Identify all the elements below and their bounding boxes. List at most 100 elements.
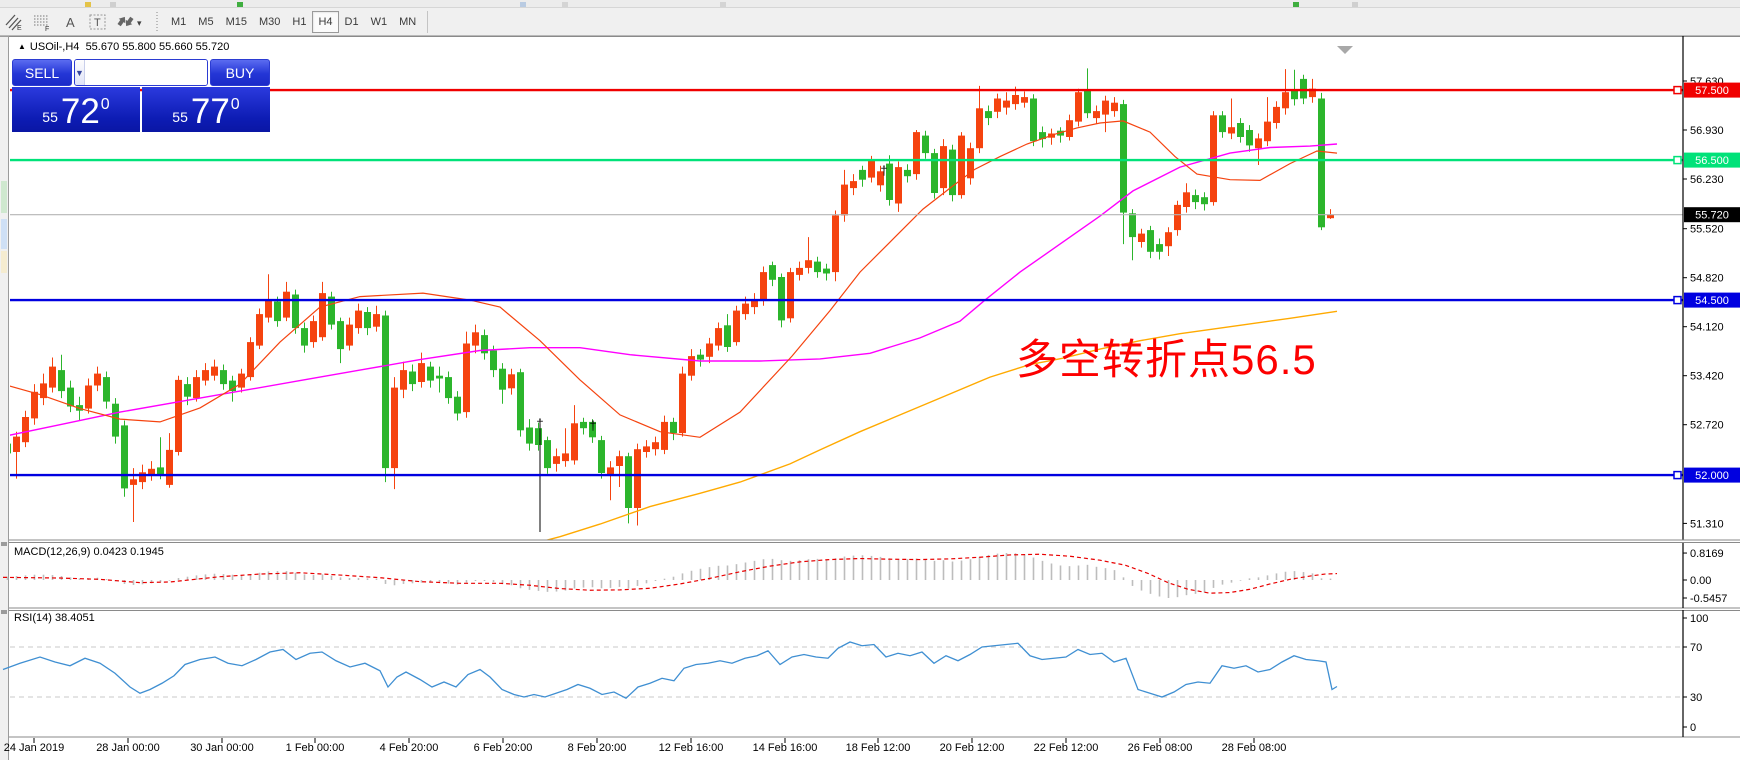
candle-body bbox=[850, 181, 857, 189]
panel-remnant bbox=[1, 610, 7, 614]
buy-price-display[interactable]: 55 77 0 bbox=[142, 87, 270, 132]
sell-button[interactable]: SELL bbox=[12, 59, 72, 86]
dagger-marker[interactable]: † bbox=[536, 416, 543, 431]
candle-body bbox=[697, 354, 704, 360]
buy-price-figure: 55 bbox=[172, 109, 188, 125]
chart-quote-header: ▲ USOil-,H4 55.670 55.800 55.660 55.720 bbox=[18, 41, 229, 53]
dagger-marker[interactable]: † bbox=[589, 418, 596, 433]
dagger-marker[interactable]: † bbox=[880, 163, 887, 178]
timeframe-mn-button[interactable]: MN bbox=[393, 11, 422, 33]
sell-price-display[interactable]: 55 72 0 bbox=[12, 87, 140, 132]
chart-text-annotation[interactable]: 多空转折点56.5 bbox=[1016, 336, 1317, 383]
candle-body bbox=[895, 167, 902, 204]
candle-body bbox=[706, 343, 713, 357]
macd-indicator-label: MACD(12,26,9) 0.0423 0.1945 bbox=[14, 546, 164, 558]
buy-button[interactable]: BUY bbox=[210, 59, 270, 86]
date-axis[interactable]: 24 Jan 2019 28 Jan 00:00 30 Jan 00:00 1 Feb… bbox=[4, 738, 1287, 754]
candle-body bbox=[760, 272, 767, 301]
date-tick-label: 14 Feb 16:00 bbox=[753, 742, 818, 754]
price-tag bbox=[1684, 467, 1740, 483]
timeframe-m5-button[interactable]: M5 bbox=[192, 11, 219, 33]
candle-body bbox=[787, 272, 794, 319]
candle-body bbox=[454, 396, 461, 414]
candle-body bbox=[94, 373, 101, 386]
text-tool-icon[interactable]: T bbox=[85, 11, 111, 33]
timeframe-h1-button[interactable]: H1 bbox=[286, 11, 312, 33]
line-handle[interactable] bbox=[1673, 470, 1682, 480]
macd-panel[interactable]: 0.8169 0.00 -0.5457 bbox=[2, 543, 1727, 608]
candle-body bbox=[1102, 100, 1109, 115]
text-label-tool-icon[interactable]: A bbox=[57, 11, 83, 33]
ohlc-values: 55.670 55.800 55.660 55.720 bbox=[85, 41, 230, 53]
chart-shift-marker-icon[interactable] bbox=[1337, 46, 1353, 54]
volume-decrease-button[interactable]: ▼ bbox=[75, 60, 85, 85]
macd-tick-label: 0.8169 bbox=[1690, 548, 1724, 560]
macd-signal-line bbox=[2, 553, 1338, 594]
candle-body bbox=[256, 314, 263, 346]
line-handle[interactable] bbox=[1673, 155, 1682, 165]
timeframe-w1-button[interactable]: W1 bbox=[365, 11, 394, 33]
candle-body bbox=[1003, 100, 1010, 108]
candle-body bbox=[22, 417, 29, 443]
timeframe-m1-button[interactable]: M1 bbox=[165, 11, 192, 33]
volume-stepper: ▼ ▲ bbox=[74, 59, 208, 86]
candle-body bbox=[139, 472, 146, 483]
candle-body bbox=[391, 387, 398, 469]
timeframe-h4-button[interactable]: H4 bbox=[312, 10, 339, 33]
candle-body bbox=[436, 375, 443, 379]
candle-body bbox=[13, 436, 20, 452]
timeframe-m30-button[interactable]: M30 bbox=[253, 11, 286, 33]
svg-text:A: A bbox=[66, 15, 75, 30]
date-tick-label: 30 Jan 00:00 bbox=[190, 742, 254, 754]
candle-body bbox=[1309, 88, 1316, 98]
candle-body bbox=[346, 324, 353, 346]
candle-body bbox=[1237, 123, 1244, 137]
price-tick-label: 56.230 bbox=[1690, 174, 1724, 186]
candle-body bbox=[985, 111, 992, 119]
panel-remnant bbox=[1, 542, 7, 546]
fibonacci-retracement-tool-icon[interactable]: F bbox=[29, 11, 55, 33]
line-handle[interactable] bbox=[1673, 85, 1682, 95]
candle-body bbox=[328, 296, 335, 325]
candle-body bbox=[1219, 115, 1226, 133]
buy-price-pips: 77 bbox=[190, 91, 230, 131]
candle-body bbox=[1210, 115, 1217, 203]
candle-body bbox=[319, 293, 326, 338]
price-tag-label: 52.000 bbox=[1695, 470, 1729, 482]
candle-body bbox=[157, 467, 164, 476]
candle-body bbox=[184, 384, 191, 397]
rsi-panel[interactable]: 100 70 30 0 bbox=[2, 610, 1708, 737]
symbol-period-label: USOil-,H4 bbox=[29, 41, 80, 53]
price-tick-label: 55.520 bbox=[1690, 224, 1724, 236]
candle-body bbox=[499, 368, 506, 390]
candle-body bbox=[634, 449, 641, 508]
line-handle[interactable] bbox=[1673, 295, 1682, 305]
candle-body bbox=[733, 310, 740, 343]
candle-body bbox=[1066, 120, 1073, 137]
candle-body bbox=[922, 135, 929, 154]
chart-window bbox=[9, 36, 1740, 760]
candle-body bbox=[571, 423, 578, 461]
price-tick-label: 53.420 bbox=[1690, 371, 1724, 383]
toolbar-remnant-icon bbox=[110, 2, 116, 7]
collapse-arrow-icon[interactable]: ▲ bbox=[18, 42, 26, 51]
rsi-tick-label: 30 bbox=[1690, 692, 1702, 704]
candle-body bbox=[679, 373, 686, 434]
date-tick-label: 28 Jan 00:00 bbox=[96, 742, 160, 754]
volume-input[interactable] bbox=[84, 60, 207, 85]
equidistant-channel-tool-icon[interactable]: E bbox=[1, 11, 27, 33]
drawing-toolbar: E F A T ▾ M1 M5 M15 M30 H1 H4 D1 bbox=[0, 8, 1740, 36]
toolbar-grip[interactable] bbox=[156, 11, 161, 32]
timeframe-m15-button[interactable]: M15 bbox=[220, 11, 253, 33]
candle-body bbox=[481, 335, 488, 354]
main-chart-panel[interactable]: † † † bbox=[3, 68, 1338, 545]
candle-body bbox=[1030, 98, 1037, 142]
price-tick-label: 51.310 bbox=[1690, 518, 1724, 530]
arrow-tools-icon[interactable]: ▾ bbox=[113, 11, 147, 33]
candle-body bbox=[337, 321, 344, 350]
timeframe-d1-button[interactable]: D1 bbox=[339, 11, 365, 33]
candle-body bbox=[238, 373, 245, 388]
date-tick-label: 6 Feb 20:00 bbox=[474, 742, 533, 754]
